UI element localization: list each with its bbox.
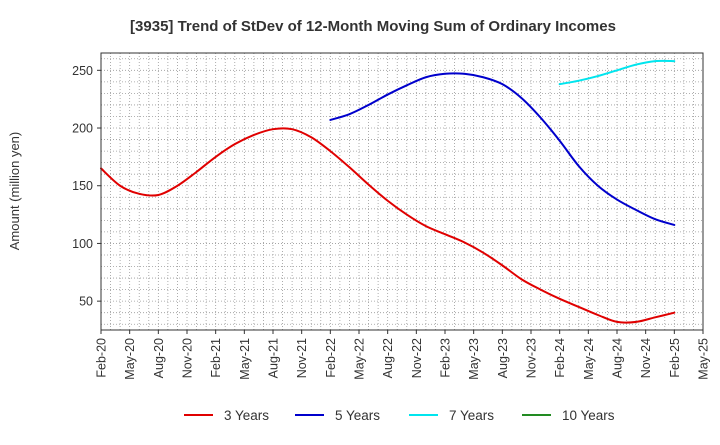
x-tick-label: May-24 [582,338,596,380]
chart-title: [3935] Trend of StDev of 12-Month Moving… [130,18,616,35]
x-tick-label: Nov-21 [295,338,309,378]
legend-label-5-years: 5 Years [335,408,380,423]
legend: 3 Years 5 Years 7 Years 10 Years [184,408,615,423]
y-tick-label: 100 [72,237,93,251]
y-tick-label: 50 [79,295,93,309]
legend-label-3-years: 3 Years [224,408,269,423]
x-tick-label: May-21 [238,338,252,380]
y-tick-label: 150 [72,179,93,193]
plot-area: 50 100 150 200 250 Feb-20 May-20 Aug-20 Nov-20 Fe… [72,52,711,380]
x-tick-label: Aug-22 [381,338,395,378]
plot-frame [100,52,704,331]
legend-label-10-years: 10 Years [562,408,615,423]
series-line-7-years [558,59,676,86]
y-tick-label: 200 [72,122,93,136]
x-tick-label: May-22 [353,338,367,380]
x-tick-label: Feb-23 [439,338,453,378]
x-tick-label: Aug-21 [267,338,281,378]
x-tick-label: Aug-23 [496,338,510,378]
y-tick-label: 250 [72,64,93,78]
x-tick-label: Aug-20 [152,338,166,378]
x-tick-label: Nov-24 [639,338,653,378]
series-line-3-years [100,127,676,324]
x-tick-label: Feb-20 [95,338,109,378]
x-tick-label: Nov-20 [181,338,195,378]
x-tick-label: May-20 [123,338,137,380]
x-tick-label: Aug-24 [611,338,625,378]
x-tick-label: Feb-25 [668,338,682,378]
legend-label-7-years: 7 Years [449,408,494,423]
x-tick-label: Feb-24 [553,338,567,378]
x-tick-label: Feb-22 [324,338,338,378]
x-tick-label: May-23 [467,338,481,380]
series-line-5-years [329,72,676,226]
x-tick-label: May-25 [697,338,711,380]
plot-background [101,53,703,330]
x-tick-label: Nov-23 [525,338,539,378]
x-tick-label: Feb-21 [209,338,223,378]
x-tick-label: Nov-22 [410,338,424,378]
y-axis-label: Amount (million yen) [7,132,22,251]
